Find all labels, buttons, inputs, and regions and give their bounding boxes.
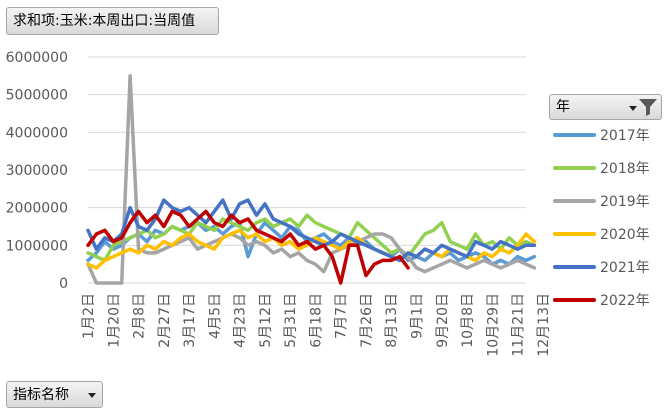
series-line-5 (86, 209, 410, 285)
axis-field-button[interactable]: 指标名称 (6, 381, 103, 408)
x-tick-label: 5月12日 (258, 293, 274, 348)
legend: 2017年 2018年 2019年 2020年 2021年 2022年 (553, 128, 650, 309)
series-line-2 (86, 74, 537, 285)
y-tick-label: 2000000 (6, 201, 68, 217)
x-tick-label: 10月29日 (485, 293, 501, 357)
y-tick-label: 4000000 (6, 125, 68, 141)
x-tick-label: 11月21日 (511, 293, 527, 357)
value-field-label: 求和项:玉米:本周出口:当周值 (13, 13, 196, 29)
series-line-4 (86, 198, 537, 263)
legend-label: 2017年 (600, 128, 650, 144)
x-tick-label: 1月2日 (81, 293, 97, 339)
x-axis-ticks: 1月2日 1月20日 2月8日 2月27日 3月17日 4月5日 4月23日 5月12日 5月3… (81, 293, 552, 357)
series-lines (86, 74, 537, 285)
legend-label: 2019年 (600, 194, 650, 210)
y-tick-label: 3000000 (6, 163, 68, 179)
legend-label: 2018年 (600, 161, 650, 177)
y-tick-label: 1000000 (6, 238, 68, 254)
x-tick-label: 12月13日 (536, 293, 552, 357)
x-tick-label: 4月23日 (233, 293, 249, 348)
y-tick-label: 6000000 (6, 50, 68, 66)
x-tick-label: 7月7日 (334, 293, 350, 339)
x-tick-label: 5月31日 (283, 293, 299, 348)
chevron-down-icon[interactable] (629, 106, 637, 111)
legend-field-label: 年 (556, 99, 570, 115)
x-tick-label: 10月8日 (460, 293, 476, 348)
x-tick-label: 2月27日 (157, 293, 173, 348)
y-tick-label: 0 (59, 276, 68, 292)
x-tick-label: 1月20日 (106, 293, 122, 348)
legend-label: 2022年 (600, 293, 650, 309)
filter-icon[interactable] (638, 97, 658, 117)
x-tick-label: 7月26日 (359, 293, 375, 348)
x-tick-label: 9月20日 (435, 293, 451, 348)
series-line-1 (86, 213, 537, 263)
x-tick-label: 9月1日 (410, 293, 426, 339)
axis-field-label: 指标名称 (13, 387, 69, 403)
x-tick-label: 2月8日 (132, 293, 148, 339)
legend-label: 2021年 (600, 260, 650, 276)
x-tick-label: 6月18日 (308, 293, 324, 348)
x-tick-label: 3月17日 (182, 293, 198, 348)
x-tick-label: 8月13日 (384, 293, 400, 348)
y-tick-label: 5000000 (6, 88, 68, 104)
value-field-button[interactable]: 求和项:玉米:本周出口:当周值 (6, 7, 219, 35)
x-tick-label: 4月5日 (207, 293, 223, 339)
chevron-down-icon[interactable] (88, 393, 96, 398)
legend-field-button[interactable]: 年 (549, 94, 662, 120)
legend-label: 2020年 (600, 227, 650, 243)
y-axis-ticks: 0 1000000 2000000 3000000 4000000 5000000 6000… (6, 50, 68, 292)
